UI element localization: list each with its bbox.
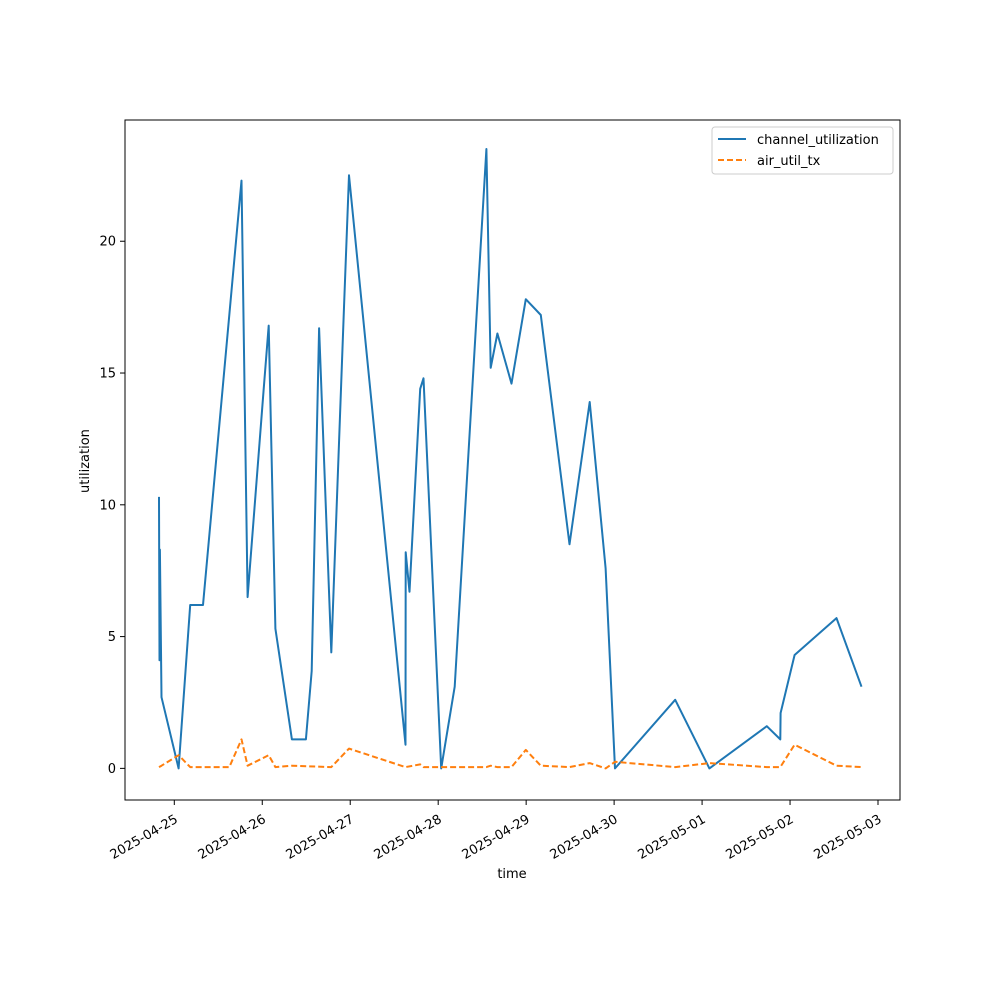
legend: channel_utilization air_util_tx bbox=[711, 126, 894, 175]
x-axis-label: time bbox=[497, 867, 526, 882]
series-line-channel-utilization bbox=[158, 148, 863, 770]
y-tick-label: 20 bbox=[99, 235, 116, 250]
y-axis: 0 5 10 15 20 bbox=[99, 235, 125, 777]
y-tick-label: 15 bbox=[99, 367, 116, 382]
plot-frame bbox=[124, 119, 901, 801]
legend-box bbox=[711, 126, 894, 175]
legend-label-air-util-tx: air_util_tx bbox=[757, 154, 821, 169]
legend-label-channel-utilization: channel_utilization bbox=[757, 133, 879, 148]
y-tick-label: 0 bbox=[108, 762, 116, 777]
series-layer bbox=[158, 148, 863, 770]
y-tick-label: 5 bbox=[108, 630, 116, 645]
y-tick-label: 10 bbox=[99, 498, 116, 513]
y-axis-label: utilization bbox=[78, 429, 93, 493]
series-line-air-util-tx bbox=[158, 738, 862, 770]
